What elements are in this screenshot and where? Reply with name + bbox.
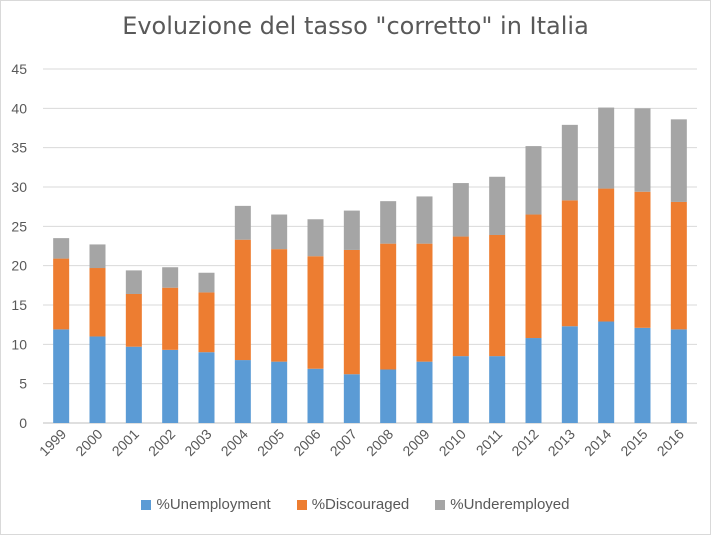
bar-underemployed xyxy=(307,219,324,257)
x-tick-label: 2005 xyxy=(254,426,287,459)
bar-discouraged xyxy=(561,200,578,327)
bar-discouraged xyxy=(380,243,397,370)
bar-unemployment xyxy=(271,361,288,423)
x-tick-label: 2009 xyxy=(399,426,432,459)
x-tick-label: 2014 xyxy=(581,426,614,459)
y-tick-label: 40 xyxy=(11,100,27,116)
bar-unemployment xyxy=(125,346,142,423)
bar-unemployment xyxy=(89,336,106,423)
bar-discouraged xyxy=(525,214,542,339)
bar-underemployed xyxy=(525,146,542,215)
bar-underemployed xyxy=(380,201,397,244)
legend-label-unemployment: %Unemployment xyxy=(156,496,271,513)
x-tick-label: 2011 xyxy=(473,426,506,459)
x-tick-label: 2004 xyxy=(218,426,251,459)
y-tick-label: 25 xyxy=(11,218,27,234)
bar-unemployment xyxy=(343,374,360,423)
x-tick-label: 1999 xyxy=(36,426,69,459)
legend-swatch-underemployed xyxy=(435,499,446,510)
y-tick-label: 15 xyxy=(11,297,27,313)
bar-underemployed xyxy=(271,214,288,250)
x-tick-label: 2001 xyxy=(109,426,142,459)
bar-underemployed xyxy=(561,124,578,201)
bar-discouraged xyxy=(89,268,106,337)
bar-underemployed xyxy=(343,210,360,250)
bar-unemployment xyxy=(198,352,215,423)
bar-discouraged xyxy=(452,236,469,357)
legend-swatch-discouraged xyxy=(296,499,307,510)
x-tick-label: 2016 xyxy=(654,426,687,459)
bar-unemployment xyxy=(452,356,469,423)
bar-underemployed xyxy=(452,183,469,237)
legend-swatch-unemployment xyxy=(141,499,152,510)
bar-unemployment xyxy=(416,361,433,423)
legend-item-unemployment: %Unemployment xyxy=(141,496,271,513)
bar-discouraged xyxy=(53,258,70,330)
x-tick-label: 2013 xyxy=(545,426,578,459)
bar-underemployed xyxy=(634,108,651,192)
bar-unemployment xyxy=(307,368,324,423)
x-tick-label: 2008 xyxy=(363,426,396,459)
bar-unemployment xyxy=(53,329,70,423)
bar-underemployed xyxy=(489,176,506,235)
x-tick-label: 2012 xyxy=(508,426,541,459)
bar-underemployed xyxy=(125,270,142,294)
y-tick-label: 10 xyxy=(11,336,27,352)
bar-unemployment xyxy=(670,329,687,423)
y-tick-label: 45 xyxy=(11,61,27,77)
bar-underemployed xyxy=(198,272,215,293)
x-tick-label: 2015 xyxy=(617,426,650,459)
bar-discouraged xyxy=(198,292,215,353)
y-tick-label: 20 xyxy=(11,258,27,274)
bar-underemployed xyxy=(89,244,106,269)
x-tick-label: 2010 xyxy=(436,426,469,459)
bar-unemployment xyxy=(525,338,542,423)
y-tick-label: 5 xyxy=(19,376,27,392)
bar-discouraged xyxy=(416,243,433,362)
bar-unemployment xyxy=(162,349,179,423)
legend: %Unemployment %Discouraged %Underemploye… xyxy=(0,496,711,513)
x-tick-label: 2000 xyxy=(72,426,105,459)
x-tick-label: 2007 xyxy=(327,426,360,459)
bar-underemployed xyxy=(416,196,433,244)
bar-discouraged xyxy=(125,293,142,347)
chart-title: Evoluzione del tasso "corretto" in Itali… xyxy=(122,12,589,40)
x-tick-label: 2006 xyxy=(290,426,323,459)
bar-discouraged xyxy=(234,239,251,361)
y-tick-label: 35 xyxy=(11,140,27,156)
bar-unemployment xyxy=(598,321,615,423)
x-tick-label: 2003 xyxy=(181,426,214,459)
bar-unemployment xyxy=(489,356,506,423)
bar-discouraged xyxy=(307,256,324,369)
bar-discouraged xyxy=(598,188,615,322)
y-tick-label: 0 xyxy=(19,415,27,431)
bar-unemployment xyxy=(380,369,397,423)
bar-discouraged xyxy=(634,191,651,328)
legend-label-discouraged: %Discouraged xyxy=(311,496,410,513)
bar-underemployed xyxy=(670,119,687,202)
bar-underemployed xyxy=(598,107,615,189)
bar-discouraged xyxy=(162,287,179,350)
bar-underemployed xyxy=(234,205,251,240)
bar-unemployment xyxy=(234,360,251,423)
legend-item-underemployed: %Underemployed xyxy=(435,496,570,513)
bar-unemployment xyxy=(634,327,651,423)
y-tick-label: 30 xyxy=(11,179,27,195)
legend-item-discouraged: %Discouraged xyxy=(296,496,410,513)
bar-underemployed xyxy=(53,238,70,259)
legend-label-underemployed: %Underemployed xyxy=(450,496,570,513)
bar-discouraged xyxy=(670,201,687,330)
bar-unemployment xyxy=(561,326,578,423)
bar-discouraged xyxy=(343,249,360,375)
bar-discouraged xyxy=(489,234,506,357)
bar-underemployed xyxy=(162,267,179,288)
x-tick-label: 2002 xyxy=(145,426,178,459)
bar-discouraged xyxy=(271,249,288,362)
